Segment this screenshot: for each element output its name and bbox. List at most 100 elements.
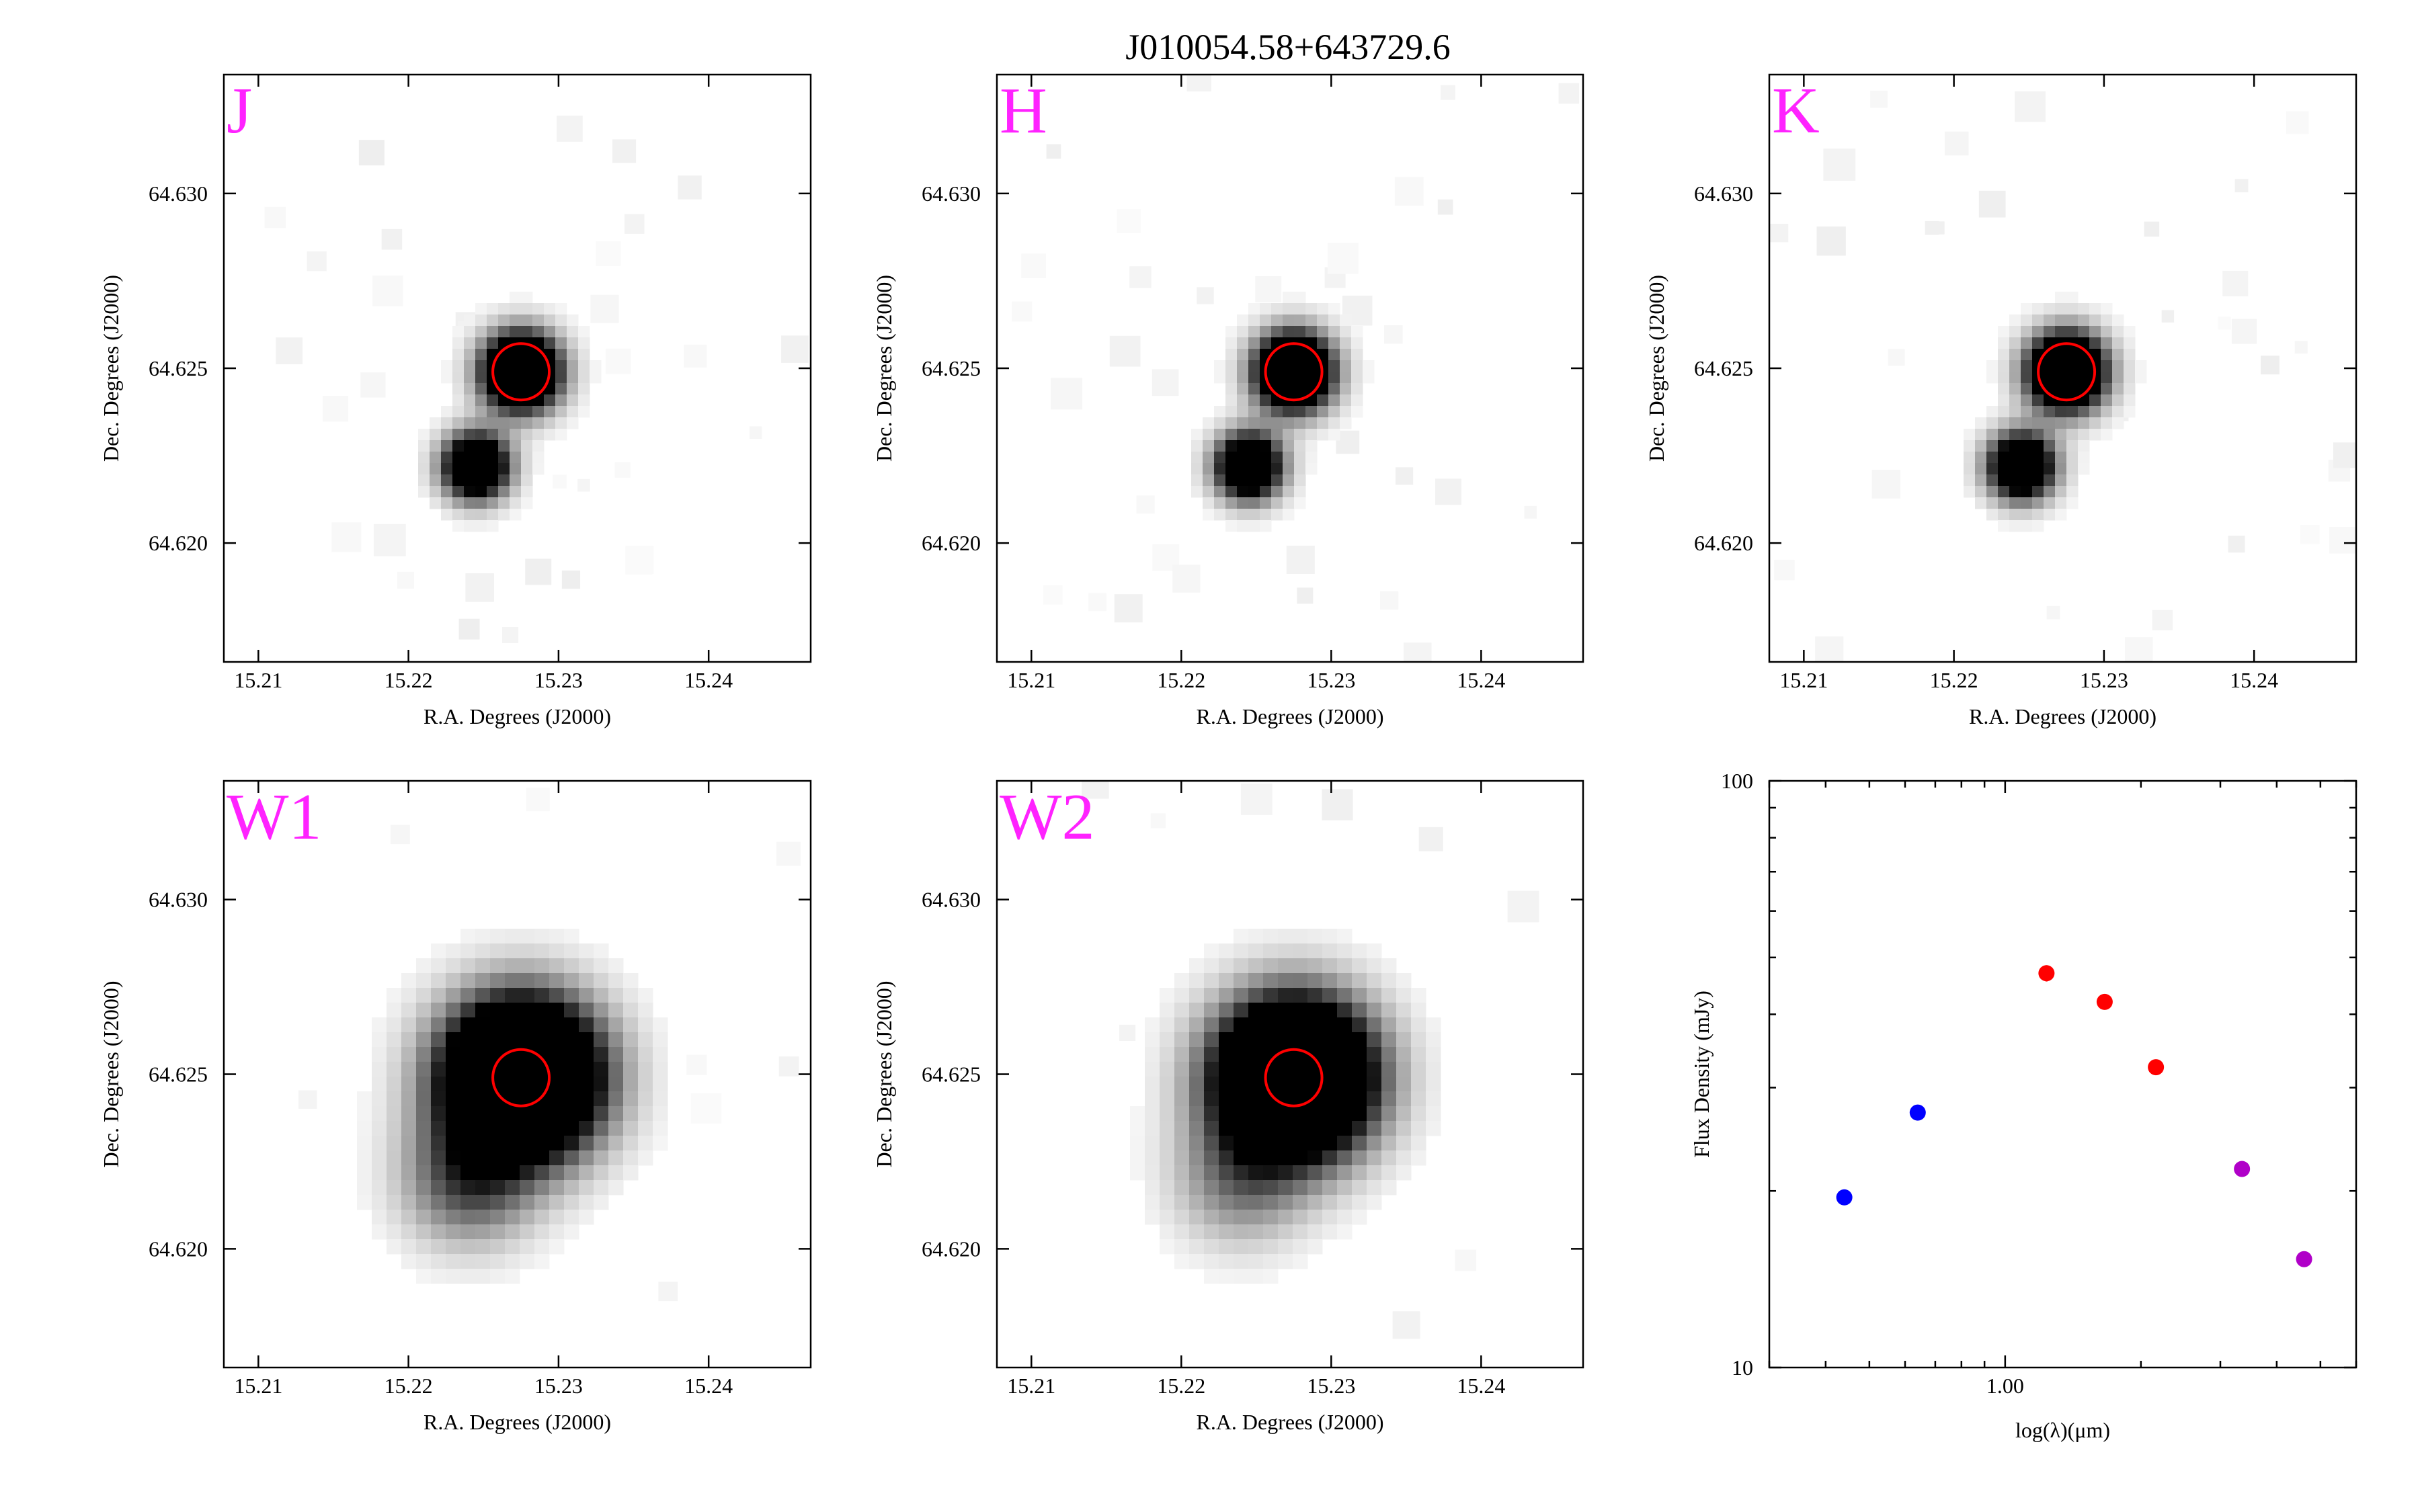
source-pixel <box>1191 463 1203 475</box>
source-pixel <box>505 1150 520 1166</box>
source-pixel <box>638 1121 653 1136</box>
source-pixel <box>1328 337 1340 349</box>
source-pixel <box>1145 1062 1160 1077</box>
source-pixel <box>1352 988 1367 1003</box>
source-pixel <box>1260 417 1272 429</box>
source-pixel <box>1351 360 1363 372</box>
source-pixel <box>460 988 476 1003</box>
noise-pixel <box>1255 276 1282 302</box>
source-pixel <box>520 1165 535 1181</box>
source-pixel <box>1307 929 1323 944</box>
source-pixel <box>578 360 590 372</box>
source-pixel <box>638 1091 653 1107</box>
source-pixel <box>475 394 487 407</box>
source-pixel <box>1263 943 1279 959</box>
source-pixel <box>1307 1032 1323 1048</box>
noise-pixel <box>749 426 762 439</box>
source-pixel <box>401 1180 417 1195</box>
noise-pixel <box>1186 75 1211 92</box>
source-pixel <box>608 958 624 974</box>
source-pixel <box>623 1121 639 1136</box>
source-pixel <box>490 1165 506 1181</box>
noise-pixel <box>596 241 621 266</box>
source-pixel <box>387 1195 402 1210</box>
source-pixel <box>1234 1210 1249 1225</box>
source-pixel <box>1305 440 1318 452</box>
source-pixel <box>475 463 487 475</box>
source-pixel <box>401 1165 417 1181</box>
source-pixel <box>1293 1180 1308 1195</box>
source-pixel <box>590 372 602 384</box>
source-pixel <box>475 349 487 361</box>
source-pixel <box>2101 337 2113 349</box>
source-pixel <box>1234 1150 1249 1166</box>
source-pixel <box>1367 1003 1382 1018</box>
source-pixel <box>1248 1239 1264 1255</box>
source-pixel <box>2101 372 2113 384</box>
source-pixel <box>1248 337 1260 349</box>
source-pixel <box>441 417 453 429</box>
source-pixel <box>464 314 476 327</box>
source-pixel <box>1219 1032 1234 1048</box>
source-pixel <box>579 1121 594 1136</box>
source-pixel <box>2044 452 2056 464</box>
source-pixel <box>1322 958 1338 974</box>
source-pixel <box>1237 509 1249 521</box>
source-pixel <box>534 1180 550 1195</box>
y-axis-label: Dec. Degrees (J2000) <box>99 275 123 462</box>
source-pixel <box>1381 1017 1397 1033</box>
source-pixel <box>1248 417 1260 429</box>
source-pixel <box>2032 314 2044 327</box>
source-pixel <box>1189 1150 1205 1166</box>
source-pixel <box>357 1195 372 1210</box>
source-pixel <box>1204 1269 1219 1284</box>
source-pixel <box>520 1239 535 1255</box>
source-pixel <box>2066 497 2079 509</box>
source-pixel <box>567 417 579 429</box>
source-pixel <box>1998 417 2010 429</box>
source-pixel <box>1352 958 1367 974</box>
source-pixel <box>416 1121 432 1136</box>
source-pixel <box>464 360 476 372</box>
source-pixel <box>2009 337 2021 349</box>
source-pixel <box>594 1195 609 1210</box>
source-pixel <box>1278 1165 1293 1181</box>
source-pixel <box>387 1224 402 1240</box>
source-pixel <box>416 1254 432 1269</box>
source-pixel <box>555 417 567 429</box>
sed-point <box>2038 965 2055 982</box>
source-pixel <box>1381 1047 1397 1062</box>
source-pixel <box>2089 394 2101 407</box>
source-pixel <box>431 1047 446 1062</box>
source-pixel <box>1160 1195 1175 1210</box>
noise-pixel <box>1150 813 1166 829</box>
source-pixel <box>446 1062 461 1077</box>
source-pixel <box>1263 1224 1279 1240</box>
source-pixel <box>487 440 499 452</box>
source-pixel <box>1214 486 1226 498</box>
source-pixel <box>1426 1047 1441 1062</box>
source-pixel <box>2066 314 2079 327</box>
source-pixel <box>1381 1062 1397 1077</box>
source-pixel <box>490 1091 506 1107</box>
source-pixel <box>2055 463 2067 475</box>
source-pixel <box>653 1136 668 1151</box>
source-pixel <box>1426 1077 1441 1092</box>
noise-pixel <box>658 1282 678 1302</box>
source-pixel <box>520 1136 535 1151</box>
source-pixel <box>1219 1165 1234 1181</box>
source-pixel <box>1294 417 1306 429</box>
source-pixel <box>1294 292 1306 304</box>
source-pixel <box>532 406 544 418</box>
source-pixel <box>549 1077 565 1092</box>
source-pixel <box>2112 394 2124 407</box>
source-pixel <box>2101 326 2113 338</box>
source-pixel <box>564 1106 579 1122</box>
source-pixel <box>1219 1091 1234 1107</box>
source-pixel <box>594 1150 609 1166</box>
source-pixel <box>1160 1136 1175 1151</box>
source-pixel <box>608 973 624 989</box>
source-pixel <box>1174 1195 1190 1210</box>
source-pixel <box>2009 314 2021 327</box>
source-pixel <box>549 1091 565 1107</box>
